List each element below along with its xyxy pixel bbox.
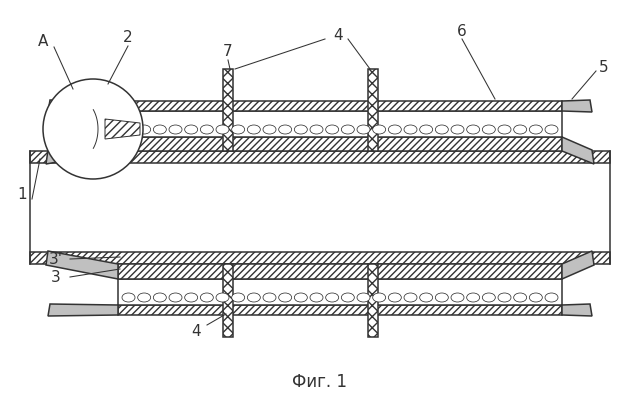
Circle shape xyxy=(43,80,143,180)
Polygon shape xyxy=(562,101,592,113)
Text: Фиг. 1: Фиг. 1 xyxy=(292,372,348,390)
Bar xyxy=(30,252,610,264)
Ellipse shape xyxy=(529,126,542,135)
Ellipse shape xyxy=(200,293,213,302)
Ellipse shape xyxy=(341,126,355,135)
Ellipse shape xyxy=(263,293,276,302)
Ellipse shape xyxy=(498,126,511,135)
Ellipse shape xyxy=(420,126,433,135)
Bar xyxy=(118,279,562,305)
Ellipse shape xyxy=(232,293,244,302)
Bar xyxy=(223,264,233,337)
Text: 3: 3 xyxy=(51,270,61,285)
Bar xyxy=(223,70,233,152)
Bar xyxy=(368,264,378,337)
Ellipse shape xyxy=(545,293,558,302)
Bar xyxy=(118,138,562,152)
Bar xyxy=(118,102,562,112)
Bar xyxy=(118,102,562,112)
Ellipse shape xyxy=(451,293,464,302)
Bar xyxy=(30,152,610,164)
Ellipse shape xyxy=(278,126,292,135)
Bar xyxy=(223,70,233,152)
Ellipse shape xyxy=(200,126,213,135)
Ellipse shape xyxy=(247,126,260,135)
Ellipse shape xyxy=(326,126,339,135)
Ellipse shape xyxy=(435,293,449,302)
Ellipse shape xyxy=(514,293,527,302)
Bar xyxy=(223,264,233,337)
Ellipse shape xyxy=(372,293,386,302)
Bar xyxy=(118,305,562,315)
Polygon shape xyxy=(562,252,594,279)
Ellipse shape xyxy=(498,293,511,302)
Ellipse shape xyxy=(341,293,355,302)
Ellipse shape xyxy=(169,293,182,302)
Text: А: А xyxy=(38,34,48,49)
Ellipse shape xyxy=(185,293,198,302)
Ellipse shape xyxy=(388,126,401,135)
Ellipse shape xyxy=(216,293,229,302)
Text: 6: 6 xyxy=(457,25,467,39)
Bar xyxy=(118,264,562,279)
Ellipse shape xyxy=(372,126,386,135)
Ellipse shape xyxy=(138,126,150,135)
Polygon shape xyxy=(48,304,118,316)
Polygon shape xyxy=(48,101,118,113)
Ellipse shape xyxy=(310,126,323,135)
Ellipse shape xyxy=(154,293,166,302)
Ellipse shape xyxy=(247,293,260,302)
Text: 7: 7 xyxy=(223,45,233,59)
Ellipse shape xyxy=(467,293,479,302)
Ellipse shape xyxy=(122,126,135,135)
Ellipse shape xyxy=(545,126,558,135)
Ellipse shape xyxy=(278,293,292,302)
Bar xyxy=(118,305,562,315)
Text: 5: 5 xyxy=(599,61,609,75)
Bar xyxy=(368,264,378,337)
Bar xyxy=(368,70,378,152)
Bar xyxy=(118,138,562,152)
Ellipse shape xyxy=(467,126,479,135)
Ellipse shape xyxy=(122,293,135,302)
Ellipse shape xyxy=(435,126,449,135)
Polygon shape xyxy=(46,252,118,279)
Ellipse shape xyxy=(232,126,244,135)
Ellipse shape xyxy=(294,293,307,302)
Ellipse shape xyxy=(529,293,542,302)
Bar xyxy=(30,152,610,164)
Ellipse shape xyxy=(154,126,166,135)
Ellipse shape xyxy=(483,126,495,135)
Text: 4: 4 xyxy=(191,324,201,339)
Polygon shape xyxy=(105,120,140,139)
Bar xyxy=(368,70,378,152)
Polygon shape xyxy=(46,138,118,164)
Ellipse shape xyxy=(326,293,339,302)
Ellipse shape xyxy=(185,126,198,135)
Bar xyxy=(118,112,562,138)
Text: 2: 2 xyxy=(123,30,133,45)
Bar xyxy=(118,264,562,279)
Ellipse shape xyxy=(169,126,182,135)
Ellipse shape xyxy=(514,126,527,135)
Ellipse shape xyxy=(388,293,401,302)
Ellipse shape xyxy=(294,126,307,135)
Polygon shape xyxy=(562,304,592,316)
Ellipse shape xyxy=(310,293,323,302)
Polygon shape xyxy=(562,138,594,164)
Ellipse shape xyxy=(216,126,229,135)
Bar xyxy=(30,252,610,264)
Ellipse shape xyxy=(420,293,433,302)
Text: 1: 1 xyxy=(17,187,27,202)
Ellipse shape xyxy=(138,293,150,302)
Ellipse shape xyxy=(404,293,417,302)
Text: 4: 4 xyxy=(333,27,343,43)
Ellipse shape xyxy=(404,126,417,135)
Ellipse shape xyxy=(263,126,276,135)
Ellipse shape xyxy=(357,293,370,302)
Ellipse shape xyxy=(483,293,495,302)
Text: 3': 3' xyxy=(49,252,63,267)
Ellipse shape xyxy=(451,126,464,135)
Ellipse shape xyxy=(357,126,370,135)
